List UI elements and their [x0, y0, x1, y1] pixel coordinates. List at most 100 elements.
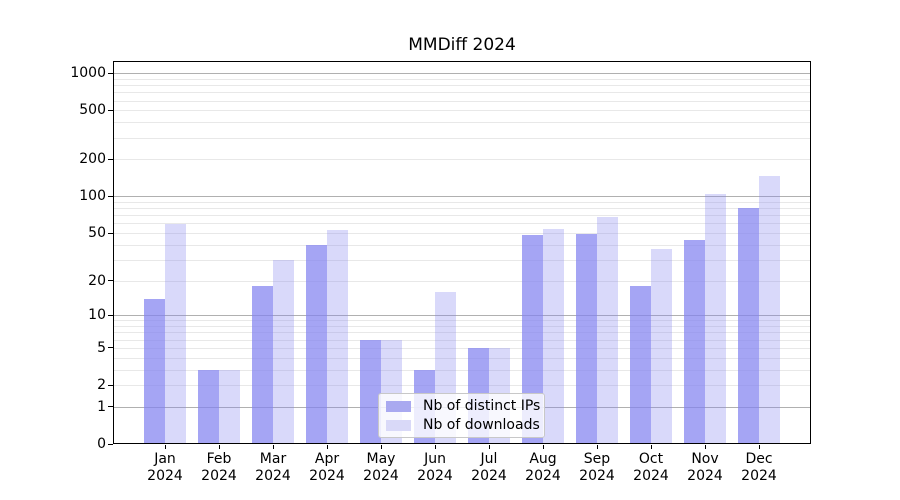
x-axis-tick: [380, 445, 382, 449]
gridline-minor: [113, 78, 811, 80]
bar-may-distinct-ips: [360, 339, 381, 444]
bar-oct-distinct-ips: [630, 286, 651, 444]
legend-swatch-distinct-ips: [386, 400, 411, 412]
x-axis-tick: [758, 445, 760, 449]
bar-oct-downloads: [651, 248, 672, 444]
bar-dec-downloads: [759, 176, 780, 444]
gridline-minor: [113, 385, 811, 387]
bar-sep-distinct-ips: [576, 234, 597, 444]
bar-apr-distinct-ips: [306, 244, 327, 444]
x-axis-tick-label: Feb 2024: [201, 451, 237, 484]
y-axis-tick: [108, 195, 113, 197]
bar-mar-downloads: [273, 259, 294, 444]
x-axis-tick: [434, 445, 436, 449]
y-axis-tick: [108, 158, 113, 160]
x-axis-tick-label: Nov 2024: [687, 451, 723, 484]
gridline-minor: [113, 233, 811, 235]
chart-title: MMDiff 2024: [408, 35, 516, 55]
legend-label-downloads: Nb of downloads: [423, 417, 540, 433]
gridline-minor: [113, 85, 811, 87]
x-axis-tick-label: Jan 2024: [147, 451, 183, 484]
x-axis-tick: [704, 445, 706, 449]
y-axis-tick-label: 200: [79, 151, 106, 168]
gridline-minor: [113, 320, 811, 322]
gridline-minor: [113, 137, 811, 139]
gridline-major: [113, 196, 811, 198]
gridline-minor: [113, 347, 811, 349]
y-axis-tick: [108, 384, 113, 386]
gridline-minor: [113, 357, 811, 359]
x-axis-tick: [164, 445, 166, 449]
y-axis-tick: [108, 406, 113, 408]
x-axis-tick: [650, 445, 652, 449]
gridline-minor: [113, 110, 811, 112]
x-axis-tick-label: Jun 2024: [417, 451, 453, 484]
y-axis-tick: [108, 109, 113, 111]
y-axis-tick-label: 50: [88, 225, 106, 242]
bar-feb-distinct-ips: [198, 369, 219, 444]
x-axis-tick-label: Mar 2024: [255, 451, 291, 484]
y-axis-tick: [108, 232, 113, 234]
gridline-minor: [113, 122, 811, 124]
x-axis-tick-label: May 2024: [363, 451, 399, 484]
legend-swatch-downloads: [386, 419, 411, 431]
x-axis-tick: [272, 445, 274, 449]
x-axis-tick-label: Aug 2024: [525, 451, 561, 484]
y-axis-tick: [108, 72, 113, 74]
y-axis-tick: [108, 314, 113, 316]
y-axis-tick-label: 20: [88, 272, 106, 289]
gridline-minor: [113, 244, 811, 246]
bar-mar-distinct-ips: [252, 286, 273, 444]
gridline-minor: [113, 208, 811, 210]
y-axis-tick-label: 0: [97, 436, 106, 452]
gridline-minor: [113, 223, 811, 225]
legend-item-downloads: Nb of downloads: [386, 417, 540, 433]
y-axis-tick: [108, 443, 113, 445]
bar-dec-distinct-ips: [738, 208, 759, 444]
bar-jan-distinct-ips: [144, 298, 165, 444]
y-axis-tick: [108, 280, 113, 282]
bar-aug-distinct-ips: [522, 235, 543, 444]
x-axis-tick: [326, 445, 328, 449]
gridline-minor: [113, 332, 811, 334]
gridline-minor: [113, 159, 811, 161]
y-axis-tick-label: 1: [97, 398, 106, 415]
bar-sep-downloads: [597, 216, 618, 444]
y-axis-tick-label: 1000: [70, 65, 106, 82]
y-axis-tick-label: 500: [79, 102, 106, 119]
x-axis-tick: [596, 445, 598, 449]
bar-jan-downloads: [165, 224, 186, 444]
y-axis-tick-label: 2: [97, 377, 106, 394]
x-axis-tick-label: Dec 2024: [741, 451, 777, 484]
gridline-major: [113, 315, 811, 317]
y-axis-tick-label: 5: [97, 339, 106, 356]
x-axis-tick-label: Jul 2024: [471, 451, 507, 484]
x-axis-tick: [218, 445, 220, 449]
gridline-major: [113, 73, 811, 75]
legend: Nb of distinct IPs Nb of downloads: [378, 393, 545, 438]
gridline-minor: [113, 100, 811, 102]
x-axis-tick: [542, 445, 544, 449]
gridline-minor: [113, 201, 811, 203]
bar-nov-distinct-ips: [684, 239, 705, 444]
y-axis-tick: [108, 347, 113, 349]
legend-label-distinct-ips: Nb of distinct IPs: [423, 398, 541, 414]
gridline-minor: [113, 259, 811, 261]
legend-item-distinct-ips: Nb of distinct IPs: [386, 398, 540, 414]
gridline-minor: [113, 280, 811, 282]
x-axis-tick-label: Sep 2024: [579, 451, 615, 484]
gridline-minor: [113, 215, 811, 217]
bar-aug-downloads: [543, 228, 564, 444]
gridline-minor: [113, 92, 811, 94]
y-axis-tick-label: 10: [88, 307, 106, 324]
x-axis-tick-label: Apr 2024: [309, 451, 345, 484]
bar-nov-downloads: [705, 194, 726, 444]
y-axis-tick-label: 100: [79, 188, 106, 205]
x-axis-tick: [488, 445, 490, 449]
plot-area: [113, 61, 811, 444]
x-axis-tick-label: Oct 2024: [633, 451, 669, 484]
gridline-minor: [113, 339, 811, 341]
bar-apr-downloads: [327, 229, 348, 444]
gridline-minor: [113, 326, 811, 328]
